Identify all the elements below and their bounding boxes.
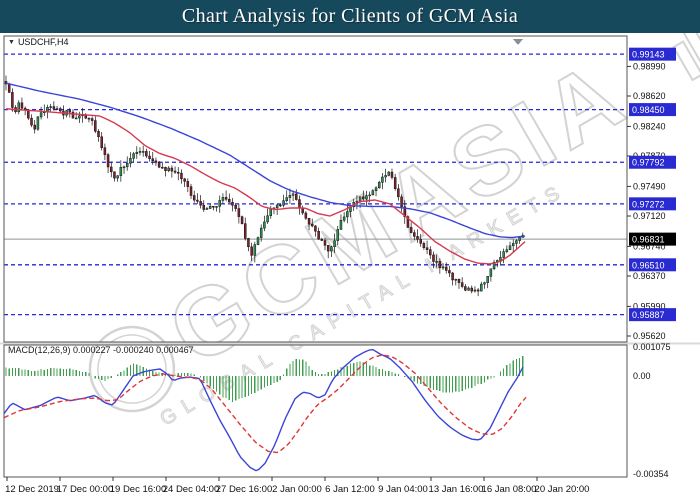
macd-indicator-label: MACD(12,26,9) 0.000227 -0.000240 0.00046… (8, 345, 194, 355)
title-bar: Chart Analysis for Clients of GCM Asia (0, 0, 700, 33)
macd-histogram (5, 355, 524, 403)
chart-window[interactable]: GCMASIA GLOBAL CAPITAL MARKETS 0.98990 0.98… (0, 33, 700, 500)
svg-text:0.96740: 0.96740 (633, 241, 666, 251)
time-axis-label: 20 Jan 20:00 (535, 484, 590, 495)
time-axis-label: 12 Dec 2019 (5, 484, 59, 495)
svg-text:0.97120: 0.97120 (633, 211, 666, 221)
price-level-label (629, 47, 676, 61)
macd-line (3, 349, 524, 472)
watermark-text: GCMASIA (152, 38, 647, 385)
price-level-label (629, 155, 676, 169)
svg-text:0.96831: 0.96831 (632, 235, 665, 245)
svg-text:0.00: 0.00 (633, 371, 651, 381)
svg-text:-0.00354: -0.00354 (633, 469, 669, 479)
svg-text:0.95990: 0.95990 (633, 301, 666, 311)
time-axis-label: 16 Jan 08:00 (482, 484, 537, 495)
svg-text:0.97490: 0.97490 (633, 181, 666, 191)
time-axis-label: 2 Jan 00:00 (272, 484, 322, 495)
svg-text:0.99143: 0.99143 (632, 50, 665, 60)
price-level-label (629, 258, 676, 272)
svg-text:0.97792: 0.97792 (632, 158, 665, 168)
time-axis-label: 19 Dec 16:00 (110, 484, 167, 495)
svg-text:0.95620: 0.95620 (633, 331, 666, 341)
symbol-dropdown-icon[interactable]: ▼ (8, 38, 15, 46)
ma-blue-line (5, 82, 526, 239)
time-axis-label: 24 Dec 04:00 (163, 484, 220, 495)
candles-layer (4, 75, 525, 297)
time-axis-label: 9 Jan 04:00 (378, 484, 428, 495)
svg-text:0.98990: 0.98990 (633, 61, 666, 71)
time-axis-label: 27 Dec 16:00 (216, 484, 273, 495)
ma-red-line (5, 108, 526, 265)
level-lines (4, 53, 627, 316)
watermark-bars-icon (677, 33, 700, 74)
price-level-label (629, 197, 676, 211)
current-price-label (629, 232, 676, 246)
price-scale: 0.989900.986200.982400.978700.974900.971… (627, 47, 676, 479)
time-axis-label: 17 Dec 00:00 (57, 484, 114, 495)
svg-text:0.001075: 0.001075 (633, 342, 671, 352)
svg-text:0.98620: 0.98620 (633, 91, 666, 101)
svg-text:0.98240: 0.98240 (633, 121, 666, 131)
watermark-bars-icon (672, 40, 700, 82)
svg-text:0.96370: 0.96370 (633, 271, 666, 281)
svg-text:0.96510: 0.96510 (632, 260, 665, 270)
macd-signal-line (3, 354, 527, 454)
symbol-label: ▼ USDCHF,H4 (8, 37, 68, 47)
price-level-label (629, 308, 676, 322)
svg-text:0.97272: 0.97272 (632, 199, 665, 209)
chart-frame (0, 35, 700, 478)
time-axis-label: 6 Jan 12:00 (325, 484, 375, 495)
time-axis-label: 13 Jan 16:00 (429, 484, 484, 495)
price-level-label (629, 103, 676, 117)
symbol-timeframe-text: USDCHF,H4 (17, 37, 69, 47)
svg-text:0.95887: 0.95887 (632, 310, 665, 320)
page-title: Chart Analysis for Clients of GCM Asia (181, 5, 519, 27)
chart-shift-icon (513, 39, 523, 45)
svg-text:0.98450: 0.98450 (632, 105, 665, 115)
